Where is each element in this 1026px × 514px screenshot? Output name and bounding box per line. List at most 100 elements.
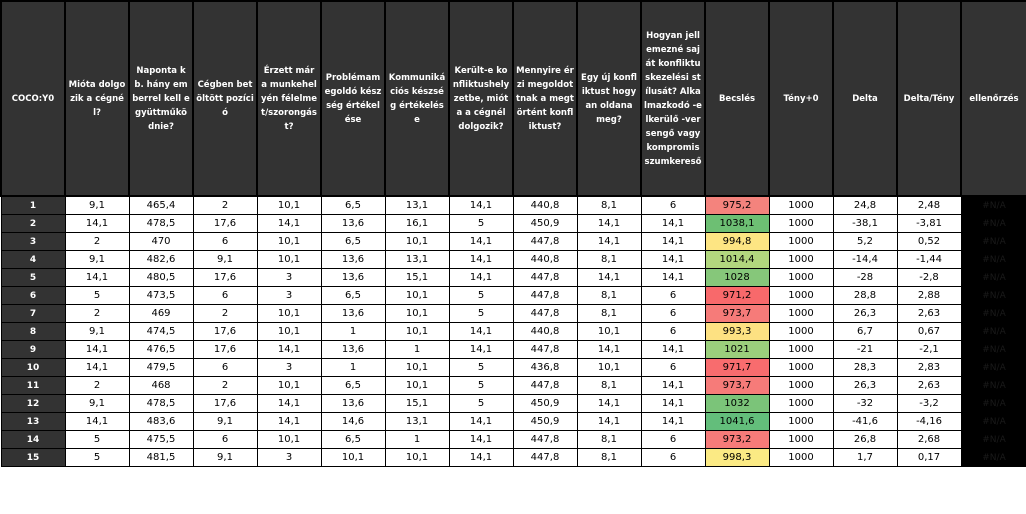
data-cell[interactable]: 5	[448, 304, 514, 323]
data-cell[interactable]: 469	[128, 304, 194, 323]
data-cell[interactable]: 14,1	[256, 340, 322, 359]
data-cell[interactable]: 13,1	[384, 195, 450, 215]
data-cell[interactable]: 447,8	[512, 376, 578, 395]
delta-cell[interactable]: 1,7	[832, 448, 898, 467]
fact-cell[interactable]: 1000	[768, 394, 834, 413]
data-cell[interactable]: 15,1	[384, 394, 450, 413]
data-cell[interactable]: 9,1	[64, 250, 130, 269]
data-cell[interactable]: 8,1	[576, 195, 642, 215]
data-cell[interactable]: 447,8	[512, 448, 578, 467]
data-cell[interactable]: 10,1	[576, 358, 642, 377]
data-cell[interactable]: 10,1	[576, 322, 642, 341]
row-id-cell[interactable]: 14	[0, 430, 66, 449]
header-cell[interactable]: Mennyire érzi megoldottnak a megtörtént …	[512, 0, 578, 197]
data-cell[interactable]: 483,6	[128, 412, 194, 431]
data-cell[interactable]: 13,6	[320, 268, 386, 287]
estimate-cell[interactable]: 973,7	[704, 304, 770, 323]
data-cell[interactable]: 17,6	[192, 340, 258, 359]
data-cell[interactable]: 436,8	[512, 358, 578, 377]
row-id-cell[interactable]: 13	[0, 412, 66, 431]
data-cell[interactable]: 14,1	[448, 268, 514, 287]
check-cell[interactable]: #N/A	[960, 214, 1026, 233]
estimate-cell[interactable]: 1014,4	[704, 250, 770, 269]
header-cell[interactable]: Érzett már a munkehelyén félelmet/szoron…	[256, 0, 322, 197]
fact-cell[interactable]: 1000	[768, 358, 834, 377]
data-cell[interactable]: 447,8	[512, 430, 578, 449]
check-cell[interactable]: #N/A	[960, 195, 1026, 215]
check-cell[interactable]: #N/A	[960, 448, 1026, 467]
header-cell[interactable]: Kommunikációs készség értékelése	[384, 0, 450, 197]
data-cell[interactable]: 10,1	[384, 376, 450, 395]
estimate-cell[interactable]: 973,2	[704, 430, 770, 449]
data-cell[interactable]: 1	[320, 358, 386, 377]
data-cell[interactable]: 440,8	[512, 195, 578, 215]
data-cell[interactable]: 8,1	[576, 250, 642, 269]
data-cell[interactable]: 5	[64, 430, 130, 449]
data-cell[interactable]: 14,1	[640, 394, 706, 413]
check-cell[interactable]: #N/A	[960, 376, 1026, 395]
data-cell[interactable]: 6,5	[320, 430, 386, 449]
data-cell[interactable]: 6,5	[320, 286, 386, 305]
check-cell[interactable]: #N/A	[960, 340, 1026, 359]
delta-cell[interactable]: 5,2	[832, 232, 898, 251]
data-cell[interactable]: 14,1	[640, 232, 706, 251]
data-cell[interactable]: 8,1	[576, 376, 642, 395]
delta-cell[interactable]: 6,7	[832, 322, 898, 341]
data-cell[interactable]: 14,1	[64, 412, 130, 431]
header-cell[interactable]: Mióta dolgozik a cégnél?	[64, 0, 130, 197]
data-cell[interactable]: 478,5	[128, 214, 194, 233]
check-cell[interactable]: #N/A	[960, 322, 1026, 341]
row-id-cell[interactable]: 7	[0, 304, 66, 323]
data-cell[interactable]: 8,1	[576, 430, 642, 449]
data-cell[interactable]: 13,6	[320, 304, 386, 323]
header-cell[interactable]: Tény+0	[768, 0, 834, 197]
data-cell[interactable]: 470	[128, 232, 194, 251]
data-cell[interactable]: 17,6	[192, 322, 258, 341]
header-cell[interactable]: Delta/Tény	[896, 0, 962, 197]
data-cell[interactable]: 8,1	[576, 304, 642, 323]
check-cell[interactable]: #N/A	[960, 412, 1026, 431]
data-cell[interactable]: 14,1	[448, 448, 514, 467]
data-cell[interactable]: 9,1	[64, 195, 130, 215]
estimate-cell[interactable]: 998,3	[704, 448, 770, 467]
delta-cell[interactable]: -41,6	[832, 412, 898, 431]
estimate-cell[interactable]: 1041,6	[704, 412, 770, 431]
fact-cell[interactable]: 1000	[768, 268, 834, 287]
delta-ratio-cell[interactable]: 2,48	[896, 195, 962, 215]
delta-cell[interactable]: 26,3	[832, 304, 898, 323]
estimate-cell[interactable]: 971,2	[704, 286, 770, 305]
data-cell[interactable]: 14,1	[640, 376, 706, 395]
data-cell[interactable]: 2	[192, 376, 258, 395]
data-cell[interactable]: 473,5	[128, 286, 194, 305]
data-cell[interactable]: 14,1	[448, 195, 514, 215]
data-cell[interactable]: 14,1	[576, 268, 642, 287]
delta-ratio-cell[interactable]: -1,44	[896, 250, 962, 269]
data-cell[interactable]: 6	[192, 232, 258, 251]
delta-cell[interactable]: -32	[832, 394, 898, 413]
delta-ratio-cell[interactable]: 2,88	[896, 286, 962, 305]
check-cell[interactable]: #N/A	[960, 250, 1026, 269]
data-cell[interactable]: 6,5	[320, 195, 386, 215]
data-cell[interactable]: 5	[448, 286, 514, 305]
data-cell[interactable]: 14,1	[576, 232, 642, 251]
data-cell[interactable]: 3	[256, 268, 322, 287]
data-cell[interactable]: 10,1	[256, 376, 322, 395]
data-cell[interactable]: 478,5	[128, 394, 194, 413]
data-cell[interactable]: 6	[192, 286, 258, 305]
data-cell[interactable]: 13,6	[320, 250, 386, 269]
data-cell[interactable]: 9,1	[192, 448, 258, 467]
data-cell[interactable]: 1	[320, 322, 386, 341]
data-cell[interactable]: 13,6	[320, 394, 386, 413]
data-cell[interactable]: 6,5	[320, 376, 386, 395]
estimate-cell[interactable]: 1032	[704, 394, 770, 413]
header-cell[interactable]: Becslés	[704, 0, 770, 197]
data-cell[interactable]: 6,5	[320, 232, 386, 251]
data-cell[interactable]: 13,1	[384, 412, 450, 431]
data-cell[interactable]: 450,9	[512, 412, 578, 431]
estimate-cell[interactable]: 973,7	[704, 376, 770, 395]
data-cell[interactable]: 6	[640, 448, 706, 467]
data-cell[interactable]: 14,1	[640, 412, 706, 431]
data-cell[interactable]: 465,4	[128, 195, 194, 215]
data-cell[interactable]: 447,8	[512, 268, 578, 287]
delta-ratio-cell[interactable]: -3,81	[896, 214, 962, 233]
